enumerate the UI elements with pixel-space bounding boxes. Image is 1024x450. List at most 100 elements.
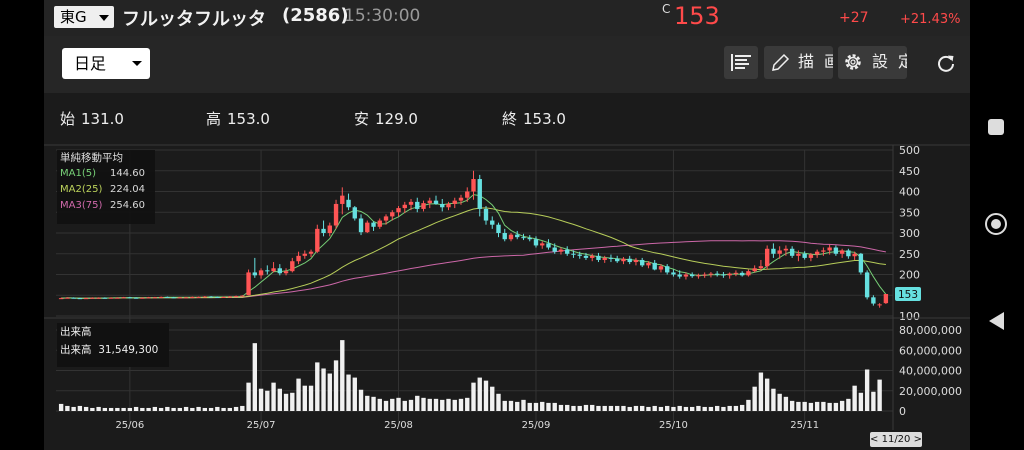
candle bbox=[127, 297, 133, 299]
candle bbox=[171, 297, 176, 299]
volume-bar bbox=[546, 402, 551, 411]
date-tick-label: 25/11 bbox=[790, 420, 819, 431]
candle bbox=[158, 296, 164, 298]
candle bbox=[646, 262, 651, 266]
volume-bar bbox=[396, 397, 401, 411]
back-icon[interactable] bbox=[989, 312, 1004, 330]
date-tick-label: 25/06 bbox=[115, 420, 144, 431]
current-date-badge[interactable]: < 11/20 > bbox=[870, 432, 922, 447]
volume-bar bbox=[452, 399, 457, 411]
settings-button[interactable]: 設定 bbox=[838, 46, 907, 79]
candle bbox=[165, 296, 170, 298]
candle bbox=[333, 203, 339, 226]
candle bbox=[471, 179, 476, 192]
price-change-percent: +21.43% bbox=[900, 12, 961, 27]
volume-bar bbox=[483, 380, 489, 411]
candle bbox=[821, 250, 826, 252]
volume-bar bbox=[58, 403, 64, 411]
stock-chart[interactable]: 50045040035030025020015010080,000,00060,… bbox=[44, 0, 970, 450]
close-value: 終 153.0 bbox=[502, 110, 566, 128]
candle bbox=[789, 248, 795, 256]
date-tick-label: 25/08 bbox=[384, 420, 413, 431]
candle bbox=[689, 274, 695, 277]
recent-apps-icon[interactable] bbox=[988, 119, 1004, 135]
draw-button[interactable]: 描画 bbox=[764, 46, 833, 79]
candle bbox=[196, 296, 201, 298]
volume-bar bbox=[702, 406, 707, 411]
volume-bar bbox=[877, 379, 882, 411]
candle bbox=[596, 255, 601, 260]
volume-bar bbox=[302, 385, 307, 411]
candle bbox=[590, 255, 595, 258]
candle bbox=[652, 262, 657, 270]
candle bbox=[771, 248, 776, 254]
volume-bar bbox=[458, 398, 464, 411]
candle bbox=[814, 251, 820, 255]
volume-bar bbox=[814, 401, 820, 411]
candle bbox=[352, 207, 357, 219]
volume-bar bbox=[646, 406, 651, 411]
candle bbox=[83, 298, 89, 300]
volume-bar bbox=[233, 406, 239, 411]
volume-bar bbox=[315, 362, 320, 411]
candle bbox=[708, 273, 714, 275]
volume-bar bbox=[802, 401, 807, 411]
candle bbox=[108, 297, 114, 299]
candle bbox=[571, 253, 576, 255]
stock-code: (2586) bbox=[282, 5, 349, 26]
home-icon[interactable] bbox=[985, 213, 1007, 235]
price-tick-label: 400 bbox=[899, 186, 920, 199]
candle bbox=[271, 268, 276, 272]
volume-bar bbox=[527, 402, 532, 411]
volume-bar bbox=[746, 399, 751, 411]
volume-bar bbox=[515, 401, 520, 411]
ohlc-summary: 始 131.0 高 153.0 安 129.0 終 153.0 bbox=[44, 93, 970, 145]
market-select[interactable]: 東G bbox=[54, 6, 114, 28]
volume-bar bbox=[277, 388, 282, 411]
candle bbox=[827, 247, 832, 251]
candle bbox=[427, 200, 432, 204]
volume-bar bbox=[308, 385, 314, 411]
candle bbox=[758, 266, 764, 269]
volume-bar bbox=[102, 407, 108, 411]
candle bbox=[408, 201, 414, 205]
volume-bar bbox=[71, 406, 76, 411]
candle bbox=[452, 200, 457, 204]
candle bbox=[671, 272, 676, 275]
volume-bar bbox=[808, 402, 814, 411]
candle bbox=[565, 249, 570, 254]
date-tick-label: 25/10 bbox=[659, 420, 688, 431]
volume-bar bbox=[652, 405, 657, 411]
volume-bar bbox=[202, 407, 208, 411]
indicator-list-button[interactable] bbox=[724, 46, 758, 79]
last-price-label: 153 bbox=[898, 289, 918, 301]
open-value: 始 131.0 bbox=[60, 110, 124, 128]
candle bbox=[183, 297, 189, 299]
volume-bar bbox=[608, 405, 614, 411]
chart-toolbar: 日足 描画 設定 bbox=[44, 36, 970, 93]
volume-bar bbox=[671, 406, 676, 411]
candle bbox=[233, 296, 239, 298]
volume-bar bbox=[764, 378, 770, 411]
volume-bar bbox=[827, 402, 832, 411]
price-tick-label: 300 bbox=[899, 227, 920, 240]
period-select-value: 日足 bbox=[74, 54, 107, 73]
candle bbox=[733, 272, 739, 274]
candle bbox=[115, 297, 120, 299]
period-select[interactable]: 日足 bbox=[62, 48, 150, 79]
candle bbox=[346, 199, 351, 208]
ma-legend-item: MA2(25) 224.04 bbox=[60, 184, 145, 195]
volume-bar bbox=[258, 388, 264, 411]
volume-bar bbox=[871, 391, 876, 411]
volume-tick-label: 60,000,000 bbox=[899, 344, 962, 357]
volume-bar bbox=[133, 406, 139, 411]
candle bbox=[402, 204, 407, 209]
volume-bar bbox=[296, 378, 301, 411]
volume-bar bbox=[365, 395, 370, 411]
candle bbox=[396, 208, 401, 213]
reload-icon[interactable] bbox=[936, 53, 956, 73]
candle bbox=[658, 266, 664, 270]
candle bbox=[864, 272, 870, 298]
candle bbox=[496, 224, 501, 233]
candle bbox=[96, 297, 101, 299]
